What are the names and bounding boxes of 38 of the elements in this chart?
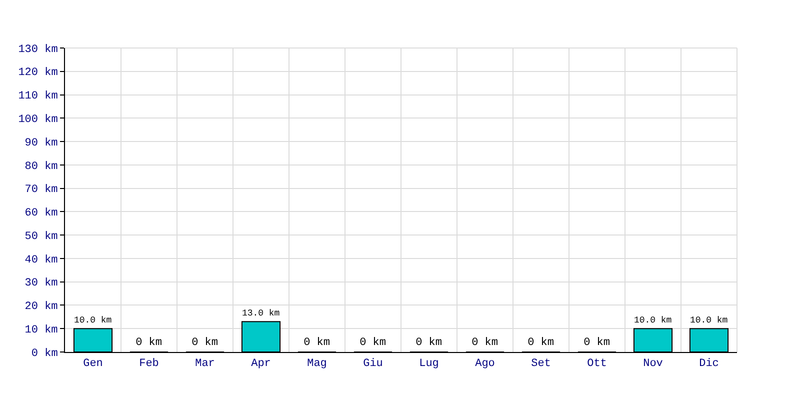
y-tick-label: 60 km xyxy=(24,208,58,220)
data-label: 0 km xyxy=(136,337,162,349)
y-tick-label: 30 km xyxy=(24,278,58,290)
y-tick-label: 80 km xyxy=(24,160,58,173)
y-tick-label: 90 km xyxy=(24,137,58,150)
data-label: 10.0 km xyxy=(690,315,728,326)
data-label: 0 km xyxy=(416,337,442,349)
x-tick-label: Giu xyxy=(363,358,383,370)
y-tick-label: 50 km xyxy=(24,230,58,243)
x-tick-label: Mar xyxy=(195,358,215,370)
x-tick-label: Ott xyxy=(587,358,607,370)
data-label: 0 km xyxy=(304,337,330,349)
y-tick-label: 120 km xyxy=(18,67,58,80)
data-label: 0 km xyxy=(192,337,218,349)
x-tick-label: Set xyxy=(531,358,551,370)
y-tick-label: 40 km xyxy=(24,254,58,266)
data-label: 0 km xyxy=(472,337,498,349)
y-tick-label: 110 km xyxy=(18,90,58,103)
y-tick-label: 0 km xyxy=(31,348,58,360)
x-tick-label: Dic xyxy=(699,358,719,370)
data-label: 10.0 km xyxy=(74,315,112,326)
data-label: 0 km xyxy=(528,337,554,349)
x-tick-label: Apr xyxy=(251,358,271,370)
x-tick-label: Lug xyxy=(419,358,439,370)
y-tick-label: 130 km xyxy=(18,44,58,56)
data-label: 0 km xyxy=(360,337,386,349)
x-tick-label: Ago xyxy=(475,358,495,370)
y-tick-label: 70 km xyxy=(24,184,58,196)
x-tick-label: Feb xyxy=(139,358,159,370)
data-label: 0 km xyxy=(584,337,610,349)
y-tick-label: 10 km xyxy=(24,324,58,336)
y-tick-label: 100 km xyxy=(18,114,58,126)
x-tick-label: Nov xyxy=(643,358,664,370)
x-tick-label: Mag xyxy=(307,358,327,370)
data-label: 10.0 km xyxy=(634,315,672,326)
y-tick-label: 20 km xyxy=(24,301,58,314)
x-tick-label: Gen xyxy=(83,358,103,370)
data-label: 13.0 km xyxy=(242,308,280,318)
